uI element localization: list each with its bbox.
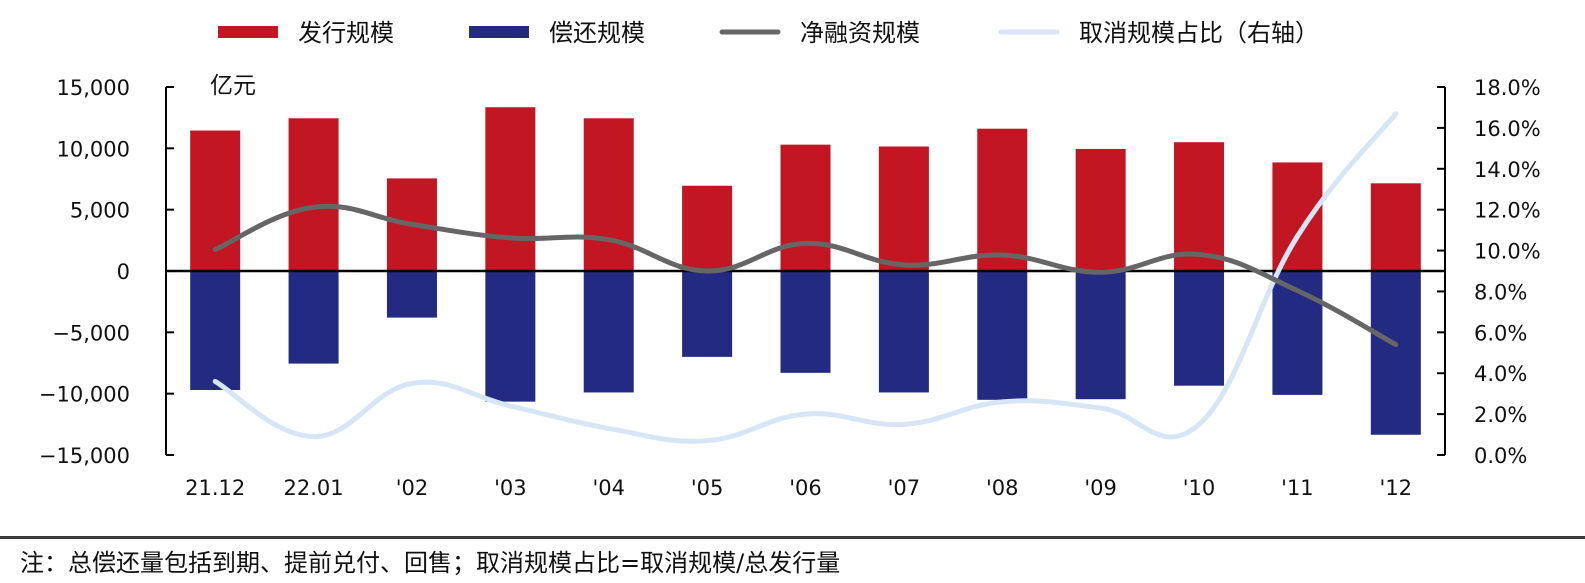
note-divider <box>0 536 1585 539</box>
x-axis: 21.12 22.01 '02 '03 '04 '05 '06 '07 '08 '09 '10 '11… <box>185 476 1412 500</box>
repay-bar-12 <box>1370 271 1421 435</box>
repay-bar-0 <box>190 271 241 390</box>
left-axis: 15,000 10,000 5,000 0 −5,000 −10,000 −15,000 <box>39 76 174 468</box>
issue-bar-12 <box>1370 183 1421 271</box>
repay-bar-1 <box>288 271 339 364</box>
x-tick-label-11: '11 <box>1281 476 1314 500</box>
issue-bar-8 <box>977 128 1028 271</box>
left-tick-label-0: 15,000 <box>57 76 130 100</box>
left-tick-label-2: 5,000 <box>70 199 130 223</box>
x-tick-label-9: '09 <box>1084 476 1117 500</box>
issue-bars <box>190 107 1421 272</box>
footnote: 注：总偿还量包括到期、提前兑付、回售；取消规模占比=取消规模/总发行量 <box>20 549 841 577</box>
right-tick-label-6: 6.0% <box>1474 321 1527 345</box>
x-tick-label-4: '04 <box>592 476 625 500</box>
legend-swatch-0 <box>218 26 278 38</box>
left-tick-label-3: 0 <box>117 260 130 284</box>
repay-bar-10 <box>1174 271 1225 386</box>
issue-bar-5 <box>682 185 733 271</box>
x-tick-label-3: '03 <box>494 476 527 500</box>
x-tick-label-0: 21.12 <box>185 476 245 500</box>
x-tick-label-10: '10 <box>1183 476 1216 500</box>
repay-bars <box>190 271 1421 435</box>
repay-bar-2 <box>386 271 437 318</box>
left-tick-label-4: −5,000 <box>52 321 130 345</box>
issue-bar-1 <box>288 118 339 271</box>
x-tick-label-6: '06 <box>789 476 822 500</box>
legend-label-1: 偿还规模 <box>549 19 645 47</box>
repay-bar-6 <box>780 271 831 373</box>
x-tick-label-2: '02 <box>396 476 429 500</box>
issue-bar-4 <box>583 118 634 271</box>
right-tick-label-4: 10.0% <box>1474 240 1541 264</box>
issue-bar-11 <box>1272 162 1323 271</box>
right-tick-label-0: 18.0% <box>1474 76 1541 100</box>
right-tick-label-8: 2.0% <box>1474 403 1527 427</box>
x-tick-label-1: 22.01 <box>284 476 344 500</box>
legend-label-0: 发行规模 <box>298 19 394 47</box>
right-tick-label-1: 16.0% <box>1474 117 1541 141</box>
left-tick-label-1: 10,000 <box>57 137 130 161</box>
legend-label-3: 取消规模占比（右轴） <box>1079 19 1319 47</box>
repay-bar-4 <box>583 271 634 393</box>
legend-label-2: 净融资规模 <box>800 19 920 47</box>
x-tick-label-12: '12 <box>1380 476 1413 500</box>
issue-bar-6 <box>780 144 831 271</box>
right-tick-label-7: 4.0% <box>1474 362 1527 386</box>
right-tick-label-2: 14.0% <box>1474 158 1541 182</box>
issue-bar-7 <box>878 146 929 271</box>
chart-canvas: 发行规模 偿还规模 净融资规模 取消规模占比（右轴） 亿元 15,000 10,000 5… <box>39 19 1541 500</box>
repay-bar-8 <box>977 271 1028 400</box>
x-tick-label-8: '08 <box>986 476 1019 500</box>
right-tick-label-9: 0.0% <box>1474 444 1527 468</box>
unit-label: 亿元 <box>210 73 256 99</box>
issue-bar-9 <box>1075 148 1126 271</box>
repay-bar-5 <box>682 271 733 357</box>
legend-swatch-1 <box>469 26 529 38</box>
issue-bar-3 <box>485 107 536 272</box>
left-tick-label-6: −15,000 <box>39 444 130 468</box>
right-axis: 18.0% 16.0% 14.0% 12.0% 10.0% 8.0% 6.0% 4.0% 2.0… <box>1437 76 1541 468</box>
x-tick-label-5: '05 <box>691 476 724 500</box>
repay-bar-7 <box>878 271 929 393</box>
issue-bar-10 <box>1174 142 1225 271</box>
right-tick-label-5: 8.0% <box>1474 280 1527 304</box>
right-tick-label-3: 12.0% <box>1474 199 1541 223</box>
repay-bar-3 <box>485 271 536 402</box>
line-series <box>212 111 1399 444</box>
x-tick-label-7: '07 <box>888 476 921 500</box>
left-tick-label-5: −10,000 <box>39 383 130 407</box>
repay-bar-9 <box>1075 271 1126 400</box>
legend: 发行规模 偿还规模 净融资规模 取消规模占比（右轴） <box>218 19 1319 47</box>
